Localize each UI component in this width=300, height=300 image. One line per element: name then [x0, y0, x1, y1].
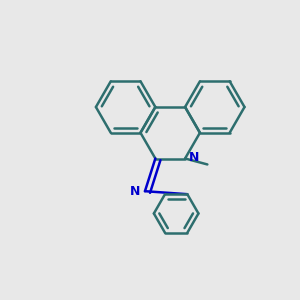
Text: N: N: [189, 151, 199, 164]
Text: N: N: [130, 185, 140, 198]
